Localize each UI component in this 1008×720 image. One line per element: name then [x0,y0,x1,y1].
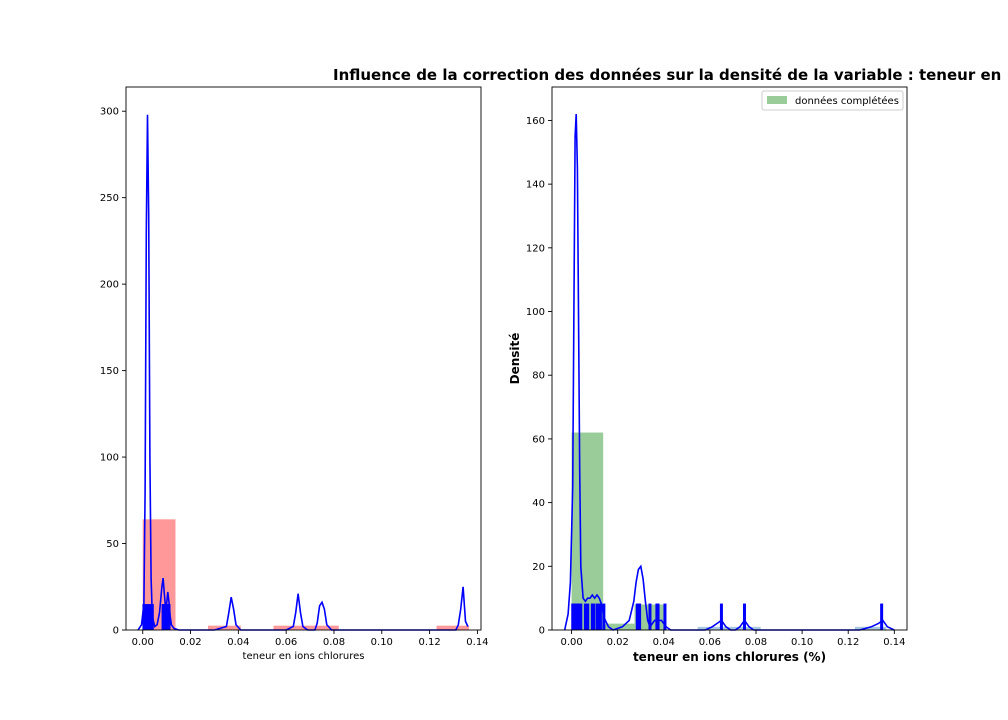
x-tick-label: 0.12 [418,637,440,648]
histogram-bar [436,625,470,630]
y-tick-label: 140 [526,180,545,191]
y-axis-label: Densité [508,333,522,385]
x-tick-label: 0.14 [466,637,488,648]
y-tick-label: 20 [532,562,545,573]
y-tick-label: 300 [100,107,119,118]
histogram-bar [306,625,339,630]
x-tick-label: 0.02 [179,637,201,648]
axes-frame [551,86,908,631]
y-tick-label: 150 [100,366,119,377]
y-tick-label: 250 [100,193,119,204]
y-tick-label: 0 [113,626,119,637]
x-tick-label: 0.10 [791,637,813,648]
kde-line [563,114,895,631]
x-tick-label: 0.06 [275,637,297,648]
x-tick-label: 0.12 [837,637,859,648]
y-tick-label: 0 [539,626,545,637]
x-axis-label: teneur en ions chlorures [243,651,365,662]
figure-title: Influence de la correction des données s… [333,66,1001,84]
x-tick-label: 0.00 [132,637,154,648]
x-tick-label: 0.04 [227,637,249,648]
x-axis-label: teneur en ions chlorures (%) [633,650,826,664]
x-tick-label: 0.04 [653,637,675,648]
x-tick-label: 0.08 [745,637,767,648]
histogram-bar [571,432,604,630]
x-tick-label: 0.10 [371,637,393,648]
left-panel: 0.00 0.02 0.04 0.06 0.08 0.10 0.12 0.14 0 50 100 15… [100,86,489,662]
legend: données complétées [761,90,904,111]
x-tick-label: 0.08 [323,637,345,648]
histogram-bar [697,626,730,630]
right-panel: 0.00 0.02 0.04 0.06 0.08 0.10 0.12 0.14 0 20 40 60 8… [508,86,908,664]
y-tick-label: 40 [532,498,545,509]
x-tick-label: 0.02 [607,637,629,648]
legend-label: données complétées [795,95,899,107]
x-tick-label: 0.06 [699,637,721,648]
y-tick-label: 60 [532,434,545,445]
y-tick-label: 100 [100,453,119,464]
y-tick-label: 100 [526,307,545,318]
axes-frame [125,86,482,631]
histogram-bar [603,623,635,630]
x-tick-label: 0.14 [883,637,905,648]
y-tick-label: 160 [526,116,545,127]
legend-box [761,90,904,111]
y-tick-label: 120 [526,243,545,254]
legend-swatch [767,96,787,104]
kde-line [137,114,469,631]
y-tick-label: 50 [106,539,119,550]
y-tick-label: 80 [532,371,545,382]
x-tick-label: 0.00 [560,637,582,648]
y-tick-label: 200 [100,280,119,291]
histogram-bar [854,626,887,630]
